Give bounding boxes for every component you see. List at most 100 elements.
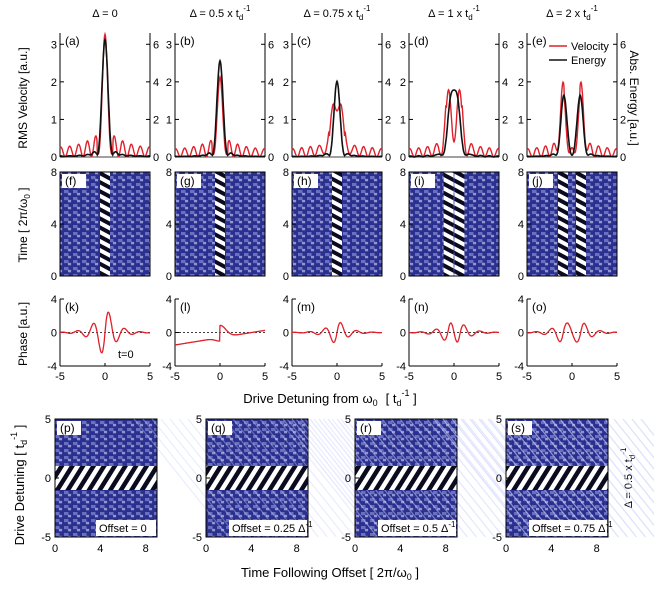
diagonal-fringe <box>622 418 654 459</box>
panel-letter-bg <box>294 174 318 188</box>
panel-letter: (c) <box>297 34 311 48</box>
offset-label-sup: -1 <box>306 520 314 529</box>
energy-tick-label: 2 <box>268 114 274 126</box>
column-title: Δ = 2 x td-1 <box>546 4 598 22</box>
offset-time-tick-label: 0 <box>52 543 58 555</box>
column-title-main: Δ = 0.5 x t <box>190 8 239 20</box>
phase-series-line <box>59 311 151 354</box>
velocity-tick-label: 3 <box>166 39 172 51</box>
time-tick-label: 8 <box>166 167 172 179</box>
velocity-tick-label: 3 <box>283 39 289 51</box>
bottom-detuning-tick-label: 5 <box>496 414 502 426</box>
velocity-energy-panel: 0 1 2 3 0 2 4 6 (a) <box>51 31 159 164</box>
column-title-main: Δ = 0 <box>92 8 117 20</box>
heatmap-background <box>409 172 499 276</box>
velocity-energy-panel: 0 1 2 3 0 2 4 6 (e) <box>518 33 626 164</box>
velocity-tick-label: 2 <box>283 77 289 89</box>
time-tick-label: 4 <box>400 219 406 231</box>
column-title-sup: -1 <box>591 4 599 13</box>
offset-label-bg <box>229 520 307 536</box>
panel-letter-bg <box>529 174 553 188</box>
detuning-x-label-bracket-sub: d <box>396 398 401 408</box>
phase-tick-label: -4 <box>396 361 406 373</box>
energy-tick-label: 6 <box>385 39 391 51</box>
energy-tick-label: 4 <box>620 77 626 89</box>
velocity-tick-label: 1 <box>166 114 172 126</box>
bottom-y-label-sub: d <box>19 440 29 445</box>
offset-heatmap-panel: 0 4 850-5(s)Offset = 0.75 Δ-1 <box>433 414 654 555</box>
time-tick-label: 4 <box>518 219 524 231</box>
detuning-tick-label: 5 <box>379 371 385 383</box>
column-title-main: Δ = 1 x t <box>428 8 468 20</box>
panel-letter-bg <box>508 421 532 435</box>
offset-time-tick-label: 8 <box>594 543 600 555</box>
resonance-band <box>576 172 586 276</box>
detuning-x-label-end: ] <box>410 391 417 406</box>
panel-letter: (l) <box>180 300 191 314</box>
column-title-sup: -1 <box>243 4 251 13</box>
phase-tick-label: -4 <box>514 361 524 373</box>
time-tick-label: 0 <box>166 271 172 283</box>
time-tick-label: 4 <box>283 219 289 231</box>
energy-tick-label: 4 <box>268 77 274 89</box>
velocity-series-line <box>408 88 500 158</box>
energy-tick-label: 4 <box>385 77 391 89</box>
offset-label-main: Offset = 0.5 Δ <box>381 523 449 535</box>
zero-detuning-band <box>206 466 308 490</box>
time-axis-label-main: Time [ 2π/ω <box>16 199 30 263</box>
diagonal-fringe <box>613 418 654 470</box>
bottom-detuning-tick-label: 5 <box>345 414 351 426</box>
offset-label-main: Offset = 0 <box>99 523 147 535</box>
diagonal-fringe <box>142 418 238 538</box>
right-side-delta-label: Δ = 0.5 x td-1 <box>619 447 637 508</box>
panel-letter: (g) <box>180 174 195 188</box>
offset-label-main: Offset = 0.25 Δ <box>232 523 306 535</box>
diagonal-fringe <box>595 418 654 493</box>
diagonal-fringe <box>631 418 654 448</box>
phase-tick-label: 4 <box>518 294 524 306</box>
bottom-detuning-tick-label: -5 <box>41 532 51 544</box>
panel-letter: (h) <box>297 174 312 188</box>
energy-tick-label: 6 <box>153 39 159 51</box>
diagonal-fringe <box>300 418 396 538</box>
zero-detuning-band <box>355 466 457 490</box>
time-tick-label: 8 <box>400 167 406 179</box>
heatmap-background <box>527 172 617 276</box>
time-heatmap-panel: 0 4 8 (j) <box>518 167 618 283</box>
time-tick-label: 4 <box>166 219 172 231</box>
column-title-sub: d <box>239 13 243 22</box>
velocity-tick-label: 1 <box>51 114 57 126</box>
velocity-energy-panel: 0 1 2 3 0 2 4 6 (c) <box>283 33 391 164</box>
t0-label: t=0 <box>118 349 134 361</box>
detuning-tick-label: 0 <box>334 371 340 383</box>
offset-time-tick-label: 8 <box>294 543 300 555</box>
phase-panel: 4 0 -4-5 0 5 (o) <box>514 294 620 383</box>
offset-label: Offset = 0.5 Δ-1 <box>381 520 456 535</box>
energy-tick-label: 0 <box>385 152 391 164</box>
time-heatmap-panel: 0 4 8 (g) <box>166 167 266 283</box>
detuning-x-label-bracket: [ t <box>386 391 397 406</box>
phase-axis-label: Phase [a.u.] <box>16 302 30 366</box>
energy-tick-label: 0 <box>502 152 508 164</box>
resonance-band <box>558 172 568 276</box>
detuning-tick-label: -5 <box>287 371 297 383</box>
bottom-detuning-tick-label: -5 <box>341 532 351 544</box>
diagonal-fringe <box>268 418 364 538</box>
energy-tick-label: 6 <box>502 39 508 51</box>
velocity-tick-label: 3 <box>51 39 57 51</box>
panel-letter: (q) <box>211 421 226 435</box>
time-heatmap-panel: 0 4 8 (i) <box>400 167 500 283</box>
time-tick-label: 0 <box>51 271 57 283</box>
velocity-tick-label: 0 <box>166 152 172 164</box>
detuning-tick-label: 0 <box>569 371 575 383</box>
legend-energy-label: Energy <box>571 55 606 67</box>
panel-letter: (s) <box>511 421 525 435</box>
panel-letter: (o) <box>532 300 547 314</box>
velocity-tick-label: 3 <box>400 39 406 51</box>
phase-tick-label: 4 <box>51 294 57 306</box>
bottom-y-label-end: ] <box>12 425 27 432</box>
energy-tick-label: 6 <box>620 39 626 51</box>
detuning-x-label-bracket-sup: -1 <box>401 388 409 398</box>
velocity-energy-panel: 0 1 2 3 0 2 4 6 (b) <box>166 33 274 164</box>
